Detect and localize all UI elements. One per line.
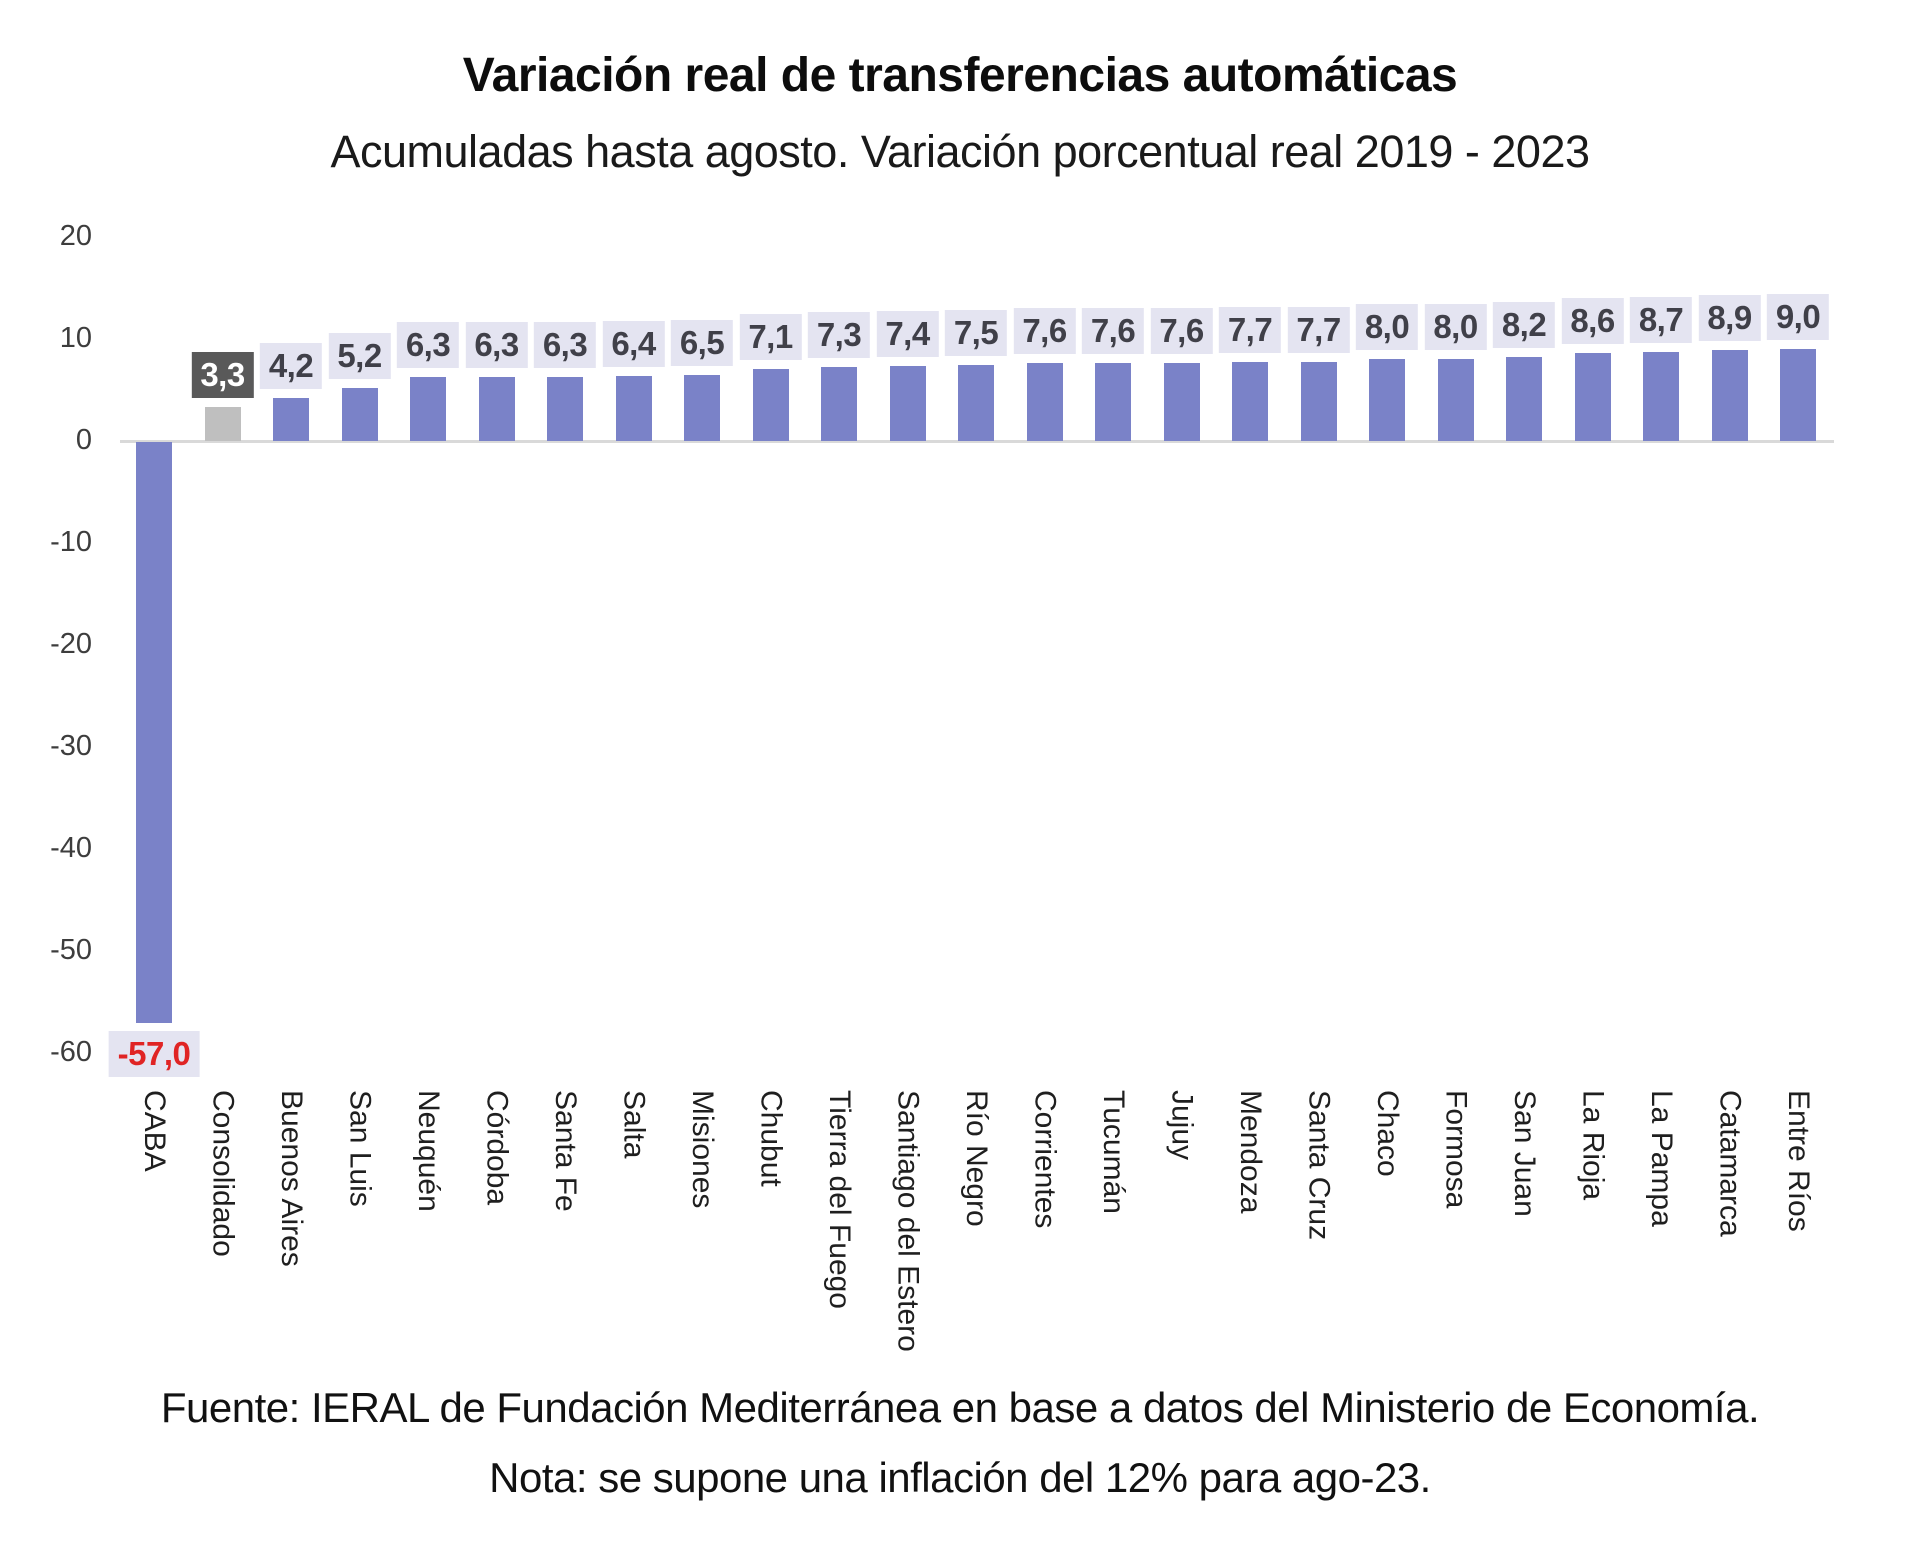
value-label-la-pampa: 8,7 [1629,297,1693,344]
value-label-tucuman: 7,6 [1081,308,1145,355]
y-tick--30: -30 [50,729,92,762]
value-label-san-juan: 8,2 [1492,302,1556,349]
chart-subtitle: Acumuladas hasta agosto. Variación porce… [330,126,1591,177]
value-label-chubut: 7,1 [739,313,802,360]
x-label-jujuy: Jujuy [1165,1090,1199,1161]
value-label-cordoba: 6,3 [465,321,528,368]
x-label-entre-rios: Entre Ríos [1782,1090,1815,1232]
bar-chaco [1369,359,1405,441]
x-label-tucuman: Tucumán [1097,1090,1130,1214]
bar-rio-negro [958,364,994,441]
x-label-tierra-del-fuego: Tierra del Fuego [823,1090,856,1309]
x-label-caba: CABA [138,1090,171,1172]
bar-santiago-del-estero [889,365,926,441]
value-label-san-luis: 5,2 [328,332,391,379]
bar-neuquen [410,376,446,441]
value-label-consolidado: 3,3 [191,352,254,399]
bar-catamarca [1711,350,1748,441]
x-label-chubut: Chubut [754,1090,788,1187]
bar-san-luis [341,387,378,441]
value-label-la-rioja: 8,6 [1561,298,1624,345]
bar-tucuman [1095,363,1131,441]
bar-formosa [1437,359,1474,441]
bar-misiones [684,374,720,441]
bar-chubut [752,368,789,441]
value-label-santa-cruz: 7,7 [1287,307,1350,354]
x-label-san-luis: San Luis [343,1090,377,1207]
bar-buenos-aires [273,398,309,441]
x-label-chaco: Chaco [1371,1090,1404,1177]
x-label-mendoza: Mendoza [1234,1090,1267,1214]
bar-mendoza [1232,362,1268,441]
value-label-santa-fe: 6,3 [533,321,597,368]
bar-corrientes [1026,363,1063,441]
bar-consolidado [204,407,241,441]
y-tick-10: 10 [59,321,92,354]
bar-san-juan [1506,357,1542,441]
x-label-consolidado: Consolidado [206,1090,240,1257]
value-label-buenos-aires: 4,2 [259,343,323,390]
value-label-caba: -57,0 [108,1031,200,1078]
x-label-buenos-aires: Buenos Aires [275,1090,308,1267]
value-label-tierra-del-fuego: 7,3 [807,311,871,358]
x-label-santiago-del-estero: Santiago del Estero [891,1090,925,1352]
y-tick--50: -50 [50,933,92,966]
x-label-la-pampa: La Pampa [1645,1090,1678,1227]
y-tick-0: 0 [75,423,92,456]
bar-cordoba [478,376,515,441]
value-label-chaco: 8,0 [1355,304,1419,351]
x-label-la-rioja: La Rioja [1576,1090,1610,1201]
value-label-misiones: 6,5 [670,319,734,366]
x-label-formosa: Formosa [1439,1090,1473,1209]
bar-entre-rios [1780,349,1816,441]
value-label-salta: 6,4 [602,320,665,367]
value-label-rio-negro: 7,5 [944,309,1008,356]
x-label-cordoba: Córdoba [480,1090,514,1206]
value-label-santiago-del-estero: 7,4 [876,310,939,357]
x-label-san-juan: San Juan [1508,1090,1541,1217]
bar-santa-cruz [1300,362,1337,441]
bar-la-pampa [1643,352,1679,441]
y-tick--40: -40 [50,831,92,864]
x-label-salta: Salta [617,1090,651,1159]
x-label-corrientes: Corrientes [1028,1090,1062,1229]
x-label-santa-cruz: Santa Cruz [1302,1090,1336,1241]
x-label-catamarca: Catamarca [1713,1090,1747,1237]
bar-salta [615,375,652,441]
x-label-rio-negro: Río Negro [960,1090,993,1227]
note-text: Nota: se supone una inflación del 12% pa… [489,1454,1431,1501]
value-label-corrientes: 7,6 [1013,308,1076,355]
source-text: Fuente: IERAL de Fundación Mediterránea … [160,1384,1760,1431]
value-label-neuquen: 6,3 [396,321,460,368]
y-tick--60: -60 [50,1035,92,1068]
value-label-jujuy: 7,6 [1150,308,1213,355]
bar-jujuy [1163,363,1200,441]
x-label-santa-fe: Santa Fe [549,1090,582,1212]
y-tick-20: 20 [59,219,92,252]
value-label-formosa: 8,0 [1424,304,1487,351]
value-label-mendoza: 7,7 [1218,307,1282,354]
y-tick--10: -10 [50,525,92,558]
x-axis-baseline [120,440,1834,443]
y-tick--20: -20 [50,627,92,660]
bar-caba [136,442,172,1024]
x-label-neuquen: Neuquén [412,1090,445,1212]
x-label-misiones: Misiones [686,1090,719,1209]
value-label-catamarca: 8,9 [1698,295,1761,342]
value-label-entre-rios: 9,0 [1766,294,1830,341]
bar-la-rioja [1574,353,1611,441]
bar-tierra-del-fuego [821,366,857,441]
chart-title: Variación real de transferencias automát… [462,49,1458,102]
bar-santa-fe [547,376,583,441]
